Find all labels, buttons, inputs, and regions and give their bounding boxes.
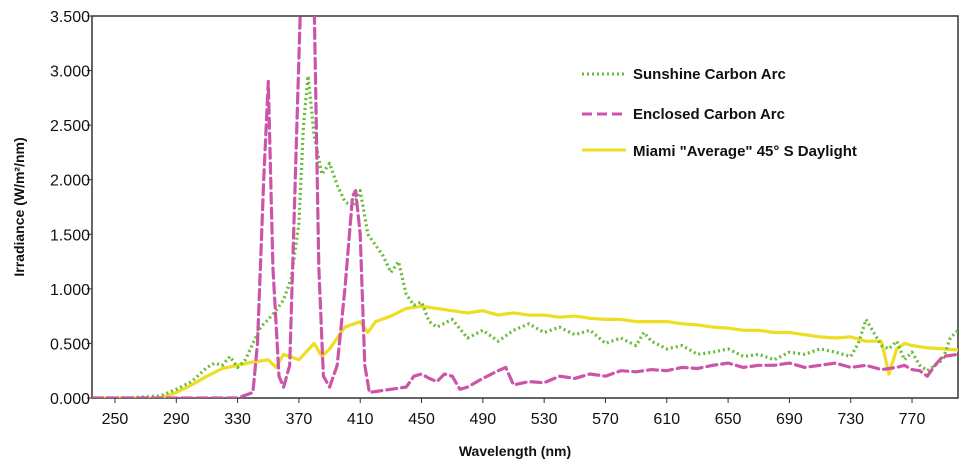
x-tick-label: 250: [102, 411, 129, 428]
x-tick-label: 770: [899, 411, 926, 428]
x-tick-label: 490: [469, 411, 496, 428]
y-tick-label: 0.000: [50, 391, 90, 408]
x-tick-label: 730: [837, 411, 864, 428]
legend-label-enclosed: Enclosed Carbon Arc: [633, 106, 785, 123]
series-layer: [92, 16, 958, 398]
x-tick-label: 530: [531, 411, 558, 428]
x-tick-label: 410: [347, 411, 374, 428]
x-tick-label: 450: [408, 411, 435, 428]
y-tick-label: 3.000: [50, 64, 90, 81]
x-tick-label: 370: [286, 411, 313, 428]
x-tick-label: 290: [163, 411, 190, 428]
series-line-miami-daylight: [92, 304, 958, 398]
y-axis-title: Irradiance (W/m²/nm): [11, 137, 27, 276]
legend-label-sunshine: Sunshine Carbon Arc: [633, 66, 786, 83]
legend: Sunshine Carbon Arc Enclosed Carbon Arc …: [582, 66, 857, 160]
y-tick-label: 2.500: [50, 118, 90, 135]
x-tick-label: 610: [653, 411, 680, 428]
x-axis-title: Wavelength (nm): [459, 443, 571, 459]
y-tick-label: 1.500: [50, 227, 90, 244]
x-tick-label: 650: [715, 411, 742, 428]
y-tick-label: 1.000: [50, 282, 90, 299]
legend-label-miami: Miami "Average" 45° S Daylight: [633, 143, 857, 160]
y-tick-label: 3.500: [50, 9, 90, 26]
y-tick-label: 2.000: [50, 173, 90, 190]
series-line-enclosed-carbon-arc: [92, 16, 958, 398]
y-tick-label: 0.500: [50, 336, 90, 353]
x-tick-label: 330: [224, 411, 251, 428]
tick-layer: 250 290 330 370 410 450 490 530 570 610 650 690 730 7…: [50, 9, 926, 428]
plot-area: [91, 15, 959, 399]
x-tick-label: 570: [592, 411, 619, 428]
x-tick-label: 690: [776, 411, 803, 428]
